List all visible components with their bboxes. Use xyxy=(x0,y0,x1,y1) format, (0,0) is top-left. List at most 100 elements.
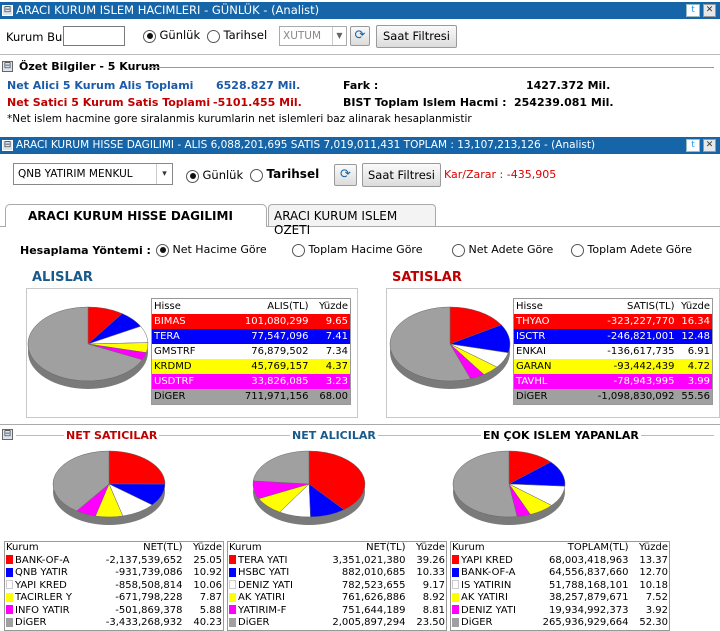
tab-islem-ozeti[interactable]: ARACI KURUM ISLEM OZETI xyxy=(268,204,436,237)
bottom-collapse-icon[interactable]: ⊟ xyxy=(2,429,13,440)
mid-gunluk-option[interactable]: Günlük xyxy=(186,168,243,183)
tarihsel-option[interactable]: Tarihsel xyxy=(207,28,267,43)
table-row[interactable]: TAVHL -78,943,995 3.99 xyxy=(513,374,713,389)
table-row[interactable]: KRDMD 45,769,157 4.37 xyxy=(151,359,351,374)
mid-tarihsel-radio[interactable] xyxy=(250,168,263,182)
gunluk-option[interactable]: Günlük xyxy=(143,28,200,43)
table-row[interactable]: AK YATIRI 761,626,886 8.92 xyxy=(228,592,447,605)
window-title: ARACI KURUM HISSE DAGILIMI - ALIS 6,088,… xyxy=(16,139,596,151)
table-row[interactable]: DENIZ YATI 19,934,992,373 3.92 xyxy=(451,605,670,618)
ozet-collapse-icon[interactable]: ⊟ xyxy=(2,61,13,72)
color-swatch xyxy=(452,592,459,602)
cell-kurum: QNB YATIR xyxy=(5,567,79,580)
kurum-select-value: QNB YATIRIM MENKUL xyxy=(18,168,133,180)
cell-val: 51,788,168,101 xyxy=(548,579,629,591)
twitter-icon[interactable]: t xyxy=(686,4,700,17)
table-row[interactable]: QNB YATIR -931,739,086 10.92 xyxy=(5,567,224,580)
cell-pct: 7.87 xyxy=(199,592,222,603)
opt-toplam-adet-radio[interactable] xyxy=(571,243,584,257)
kurum-bul-input[interactable] xyxy=(63,26,125,46)
kurum-bul-label: Kurum Bul xyxy=(6,30,66,44)
table-row[interactable]: INFO YATIR -501,869,378 5.88 xyxy=(5,605,224,618)
ozet-title-rule xyxy=(148,67,714,68)
collapse-icon[interactable]: ⊟ xyxy=(2,140,13,151)
cell-pct: 7.41 xyxy=(325,331,348,342)
opt-toplam-hacim[interactable]: Toplam Hacime Göre xyxy=(292,243,422,257)
kurum-name: AK YATIRI xyxy=(461,592,508,603)
cell-val: -3,433,268,932 xyxy=(105,617,183,628)
kurum-name: IS YATIRIN xyxy=(461,579,512,591)
twitter-icon[interactable]: t xyxy=(686,139,700,152)
table-row[interactable]: ENKAI -136,617,735 6.91 xyxy=(513,344,713,359)
refresh-button[interactable]: ⟳ xyxy=(350,26,370,46)
mid-tarihsel-option[interactable]: Tarihsel xyxy=(250,167,319,182)
opt-net-adet[interactable]: Net Adete Göre xyxy=(452,243,553,257)
color-swatch xyxy=(229,555,236,564)
collapse-icon[interactable]: ⊟ xyxy=(2,5,13,16)
table-row[interactable]: BANK-OF-A 64,556,837,660 12.70 xyxy=(451,567,670,580)
tarihsel-radio[interactable] xyxy=(207,29,220,43)
cell-kurum: YAPI KRED xyxy=(451,555,519,568)
opt-toplam-hacim-radio[interactable] xyxy=(292,243,305,257)
kurum-name: INFO YATIR xyxy=(15,604,70,616)
kar-zarar-text: Kar/Zarar : -435,905 xyxy=(444,168,557,181)
table-row[interactable]: TACIRLER Y -671,798,228 7.87 xyxy=(5,592,224,605)
opt-net-hacim-radio[interactable] xyxy=(156,243,169,257)
col-net: NET(TL) xyxy=(143,542,183,553)
cell-val: -78,943,995 xyxy=(613,376,675,387)
table-row[interactable]: DiGER -3,433,268,932 40.23 xyxy=(5,617,224,630)
kurum-select[interactable]: QNB YATIRIM MENKUL ▾ xyxy=(13,163,173,185)
cell-pct: 3.99 xyxy=(687,376,710,387)
net-saticilar-table: Kurum NET(TL) Yüzde BANK-OF-A -2,137,539,… xyxy=(4,541,224,631)
en-cok-heading: EN ÇOK ISLEM YAPANLAR xyxy=(481,429,641,442)
cell-pct: 8.92 xyxy=(422,592,445,603)
table-row[interactable]: HSBC YATI 882,010,685 10.33 xyxy=(228,567,447,580)
opt-net-hacim[interactable]: Net Hacime Göre xyxy=(156,243,267,257)
table-row[interactable]: YATIRIM-F 751,644,189 8.81 xyxy=(228,605,447,618)
distribution-window-titlebar: ⊟ ARACI KURUM HISSE DAGILIMI - ALIS 6,08… xyxy=(0,137,720,154)
table-row[interactable]: GARAN -93,442,439 4.72 xyxy=(513,359,713,374)
close-icon[interactable]: ✕ xyxy=(703,4,716,17)
table-row[interactable]: DiGER 2,005,897,294 23.50 xyxy=(228,617,447,630)
index-select[interactable]: XUTUM ▼ xyxy=(279,26,347,46)
net-satici-value: -5101.455 Mil. xyxy=(213,96,302,109)
hesaplama-label: Hesaplama Yöntemi : xyxy=(20,244,151,257)
table-row[interactable]: DiGER 711,971,156 68.00 xyxy=(151,389,351,405)
table-row[interactable]: GMSTRF 76,879,502 7.34 xyxy=(151,344,351,359)
kurum-name: YATIRIM-F xyxy=(238,604,287,616)
mid-saat-filtresi-button[interactable]: Saat Filtresi xyxy=(362,163,441,187)
table-row[interactable]: USDTRF 33,826,085 3.23 xyxy=(151,374,351,389)
table-row[interactable]: BANK-OF-A -2,137,539,652 25.05 xyxy=(5,555,224,568)
tab-hisse-dagilimi[interactable]: ARACI KURUM HISSE DAGILIMI xyxy=(5,204,267,227)
cell-val: -671,798,228 xyxy=(115,592,183,603)
table-row[interactable]: IS YATIRIN 51,788,168,101 10.18 xyxy=(451,580,670,593)
table-row[interactable]: ISCTR -246,821,001 12.48 xyxy=(513,329,713,344)
satislar-heading: SATISLAR xyxy=(392,270,462,285)
table-row[interactable]: YAPI KRED -858,508,814 10.06 xyxy=(5,580,224,593)
table-row[interactable]: DiGER -1,098,830,092 55.56 xyxy=(513,389,713,405)
mid-refresh-button[interactable]: ⟳ xyxy=(334,164,357,186)
table-row[interactable]: TERA YATI 3,351,021,380 39.26 xyxy=(228,555,447,568)
table-row[interactable]: THYAO -323,227,770 16.34 xyxy=(513,314,713,329)
table-row[interactable]: DiGER 265,936,929,664 52.30 xyxy=(451,617,670,630)
cell-kurum: DiGER xyxy=(5,617,79,630)
table-row[interactable]: TERA 77,547,096 7.41 xyxy=(151,329,351,344)
saat-filtresi-button[interactable]: Saat Filtresi xyxy=(376,25,457,48)
tarihsel-label: Tarihsel xyxy=(223,28,268,42)
opt-net-adet-radio[interactable] xyxy=(452,243,465,257)
cell-val: -858,508,814 xyxy=(115,579,183,591)
cell-name: THYAO xyxy=(516,316,550,327)
mid-gunluk-radio[interactable] xyxy=(186,169,199,183)
opt-toplam-adet[interactable]: Toplam Adete Göre xyxy=(571,243,692,257)
opt-toplam-hacim-label: Toplam Hacime Göre xyxy=(308,243,423,256)
table-row[interactable]: YAPI KRED 68,003,418,963 13.37 xyxy=(451,555,670,568)
table-row[interactable]: BIMAS 101,080,299 9.65 xyxy=(151,314,351,329)
close-icon[interactable]: ✕ xyxy=(703,139,716,152)
gunluk-radio[interactable] xyxy=(143,29,156,43)
table-row[interactable]: AK YATIRI 38,257,879,671 7.52 xyxy=(451,592,670,605)
fark-label: Fark : xyxy=(343,79,379,92)
table-row[interactable]: DENIZ YATI 782,523,655 9.17 xyxy=(228,580,447,593)
cell-pct: 10.06 xyxy=(193,579,222,591)
alislar-pie-chart xyxy=(27,306,149,389)
cell-pct: 3.92 xyxy=(645,604,668,616)
